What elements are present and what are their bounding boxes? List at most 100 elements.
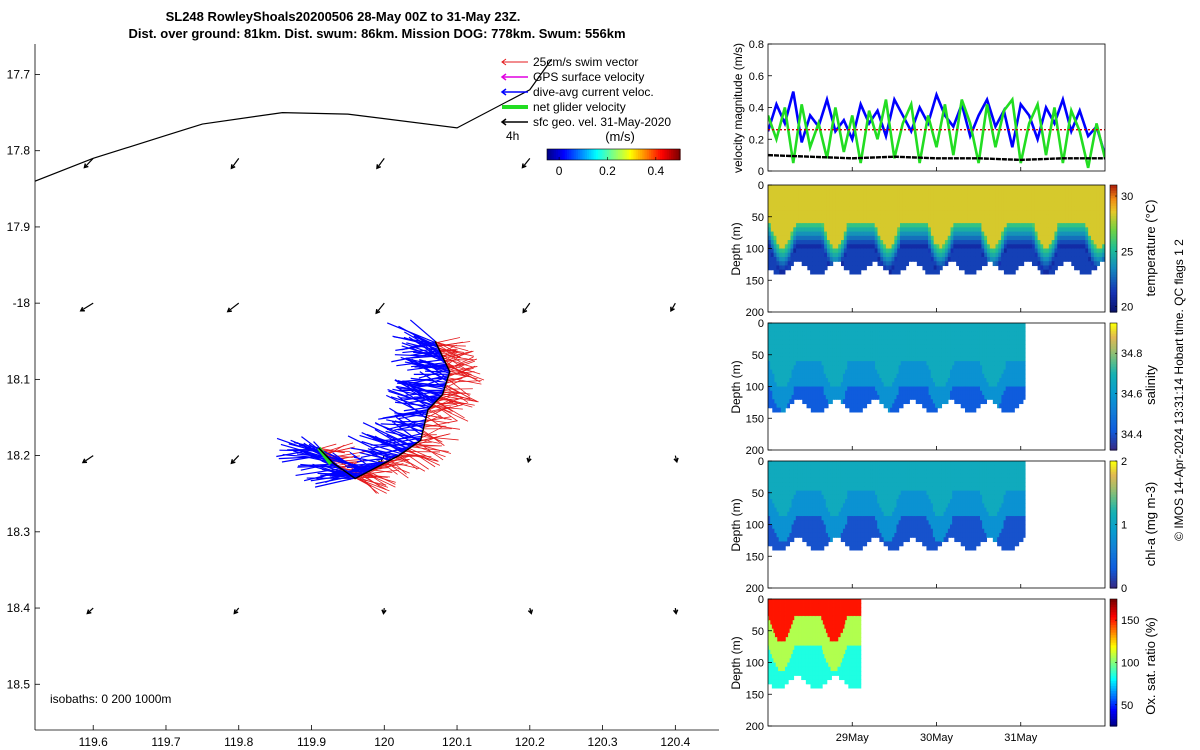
section-cell — [787, 223, 792, 228]
section-cell — [962, 331, 966, 337]
section-cell — [922, 256, 926, 262]
section-cell — [913, 339, 917, 345]
section-cell — [911, 206, 915, 211]
section-cell — [857, 327, 861, 333]
section-cell — [823, 335, 827, 341]
section-cell — [821, 390, 825, 396]
section-cell — [1006, 240, 1011, 245]
section-cell — [891, 269, 895, 275]
section-cell — [998, 227, 1002, 233]
section-cell — [818, 256, 822, 262]
swim-vector — [422, 430, 445, 446]
section-cell — [808, 356, 812, 362]
section-cell — [1096, 218, 1100, 224]
section-cell — [932, 394, 936, 400]
section-cell — [880, 218, 884, 224]
section-cell — [836, 331, 840, 337]
section-cell — [1065, 252, 1070, 258]
section-cell — [812, 348, 816, 354]
section-cell — [782, 210, 786, 216]
geo-vector-2 — [376, 157, 385, 169]
section-cell — [849, 323, 853, 328]
section-cell — [881, 369, 885, 375]
temperature-ylabel: Depth (m) — [729, 222, 743, 275]
section-cell — [1074, 206, 1078, 211]
section-cell — [894, 248, 898, 254]
velocity-ytick-label: 0 — [758, 166, 764, 178]
section-cell — [810, 218, 814, 224]
section-cell — [1015, 231, 1019, 237]
section-cell — [796, 189, 800, 195]
colorbar-tick-label: 30 — [1121, 191, 1133, 203]
section-cell — [930, 327, 934, 333]
section-cell — [978, 231, 983, 237]
section-cell — [824, 189, 828, 195]
section-cell — [855, 269, 859, 275]
section-cell — [855, 185, 859, 190]
section-cell — [984, 193, 988, 199]
section-cell — [956, 382, 960, 388]
section-cell — [826, 185, 831, 190]
section-cell — [800, 390, 803, 396]
section-cell — [832, 369, 835, 375]
section-cell — [962, 373, 966, 379]
section-cell — [1060, 197, 1064, 203]
section-cell — [791, 399, 795, 405]
section-cell — [797, 382, 801, 388]
section-cell — [793, 327, 797, 333]
section-cell — [908, 218, 912, 224]
section-cell — [804, 256, 808, 262]
section-cell — [914, 227, 918, 233]
section-cell — [830, 386, 833, 392]
section-cell — [1071, 261, 1075, 267]
section-cell — [1048, 210, 1053, 216]
section-cell — [818, 269, 822, 275]
section-cell — [981, 256, 985, 262]
section-cell — [773, 235, 778, 241]
section-cell — [928, 240, 932, 245]
section-cell — [879, 327, 883, 333]
section-cell — [808, 369, 812, 375]
section-cell — [780, 331, 784, 337]
section-cell — [1043, 210, 1047, 216]
section-cell — [920, 344, 923, 349]
section-cell — [883, 323, 887, 328]
section-cell — [810, 223, 814, 228]
section-cell — [801, 210, 806, 216]
section-cell — [1029, 214, 1033, 220]
section-cell — [1031, 189, 1036, 195]
section-cell — [897, 210, 901, 216]
section-cell — [947, 327, 951, 333]
section-cell — [773, 244, 778, 250]
section-cell — [801, 235, 806, 241]
section-cell — [1065, 197, 1070, 203]
section-cell — [869, 256, 873, 262]
section-cell — [887, 356, 891, 362]
section-cell — [832, 256, 836, 262]
section-cell — [998, 201, 1002, 207]
section-cell — [849, 352, 853, 358]
section-cell — [779, 214, 783, 220]
section-cell — [956, 348, 960, 354]
section-cell — [806, 378, 810, 383]
section-cell — [880, 185, 884, 190]
section-cell — [958, 265, 963, 271]
section-cell — [975, 248, 980, 254]
section-cell — [802, 335, 806, 341]
colorbar-segment — [553, 149, 557, 160]
section-cell — [830, 352, 833, 358]
section-cell — [838, 356, 842, 362]
section-cell — [922, 344, 925, 349]
section-cell — [851, 390, 855, 396]
section-cell — [834, 390, 838, 396]
section-cell — [1093, 223, 1098, 228]
section-cell — [835, 201, 839, 207]
section-cell — [827, 356, 831, 362]
section-cell — [874, 197, 879, 203]
section-cell — [953, 244, 957, 250]
section-cell — [843, 240, 848, 245]
section-cell — [924, 373, 928, 379]
section-cell — [952, 348, 955, 354]
section-cell — [1088, 218, 1092, 224]
section-cell — [853, 327, 857, 333]
